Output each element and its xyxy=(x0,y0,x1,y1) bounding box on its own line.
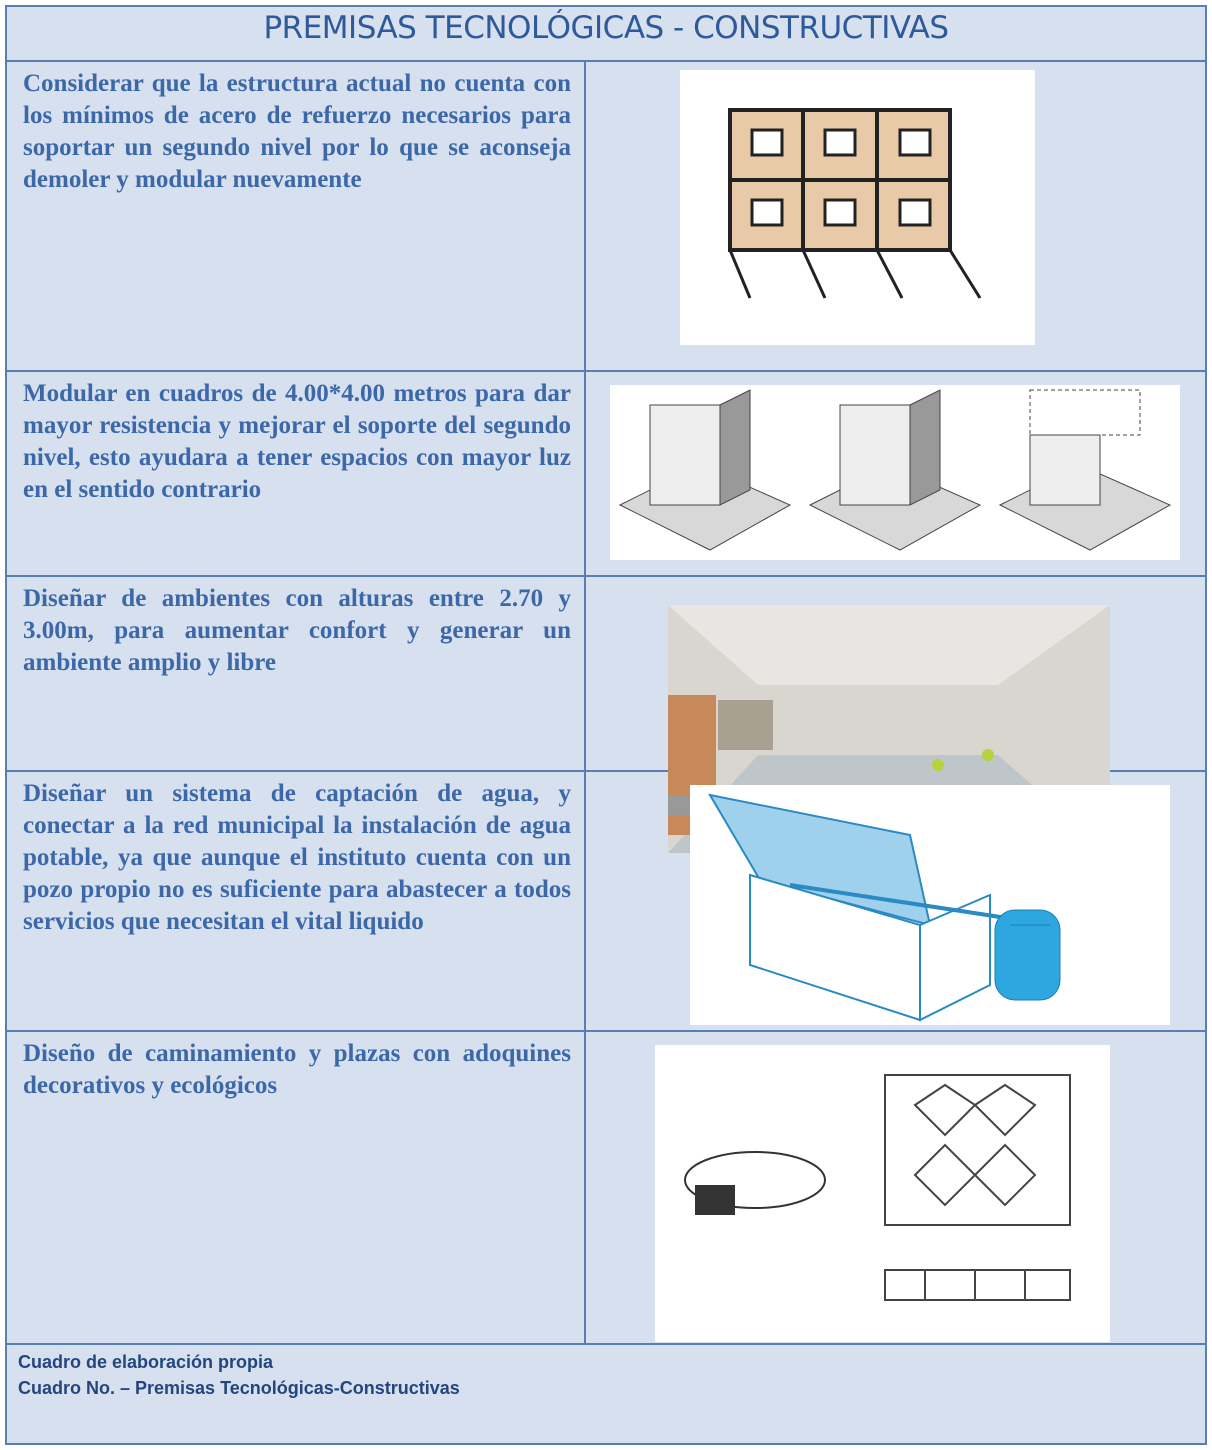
modules-illustration xyxy=(610,385,1180,560)
row-border xyxy=(5,770,1207,772)
water-system-illustration xyxy=(690,785,1170,1025)
column-border xyxy=(584,60,586,1344)
structure-illustration xyxy=(680,70,1035,345)
paver-illustration xyxy=(655,1045,1110,1342)
premise-text: Considerar que la estructura actual no c… xyxy=(23,70,571,193)
row-border xyxy=(5,60,1207,62)
premise-text: Diseño de caminamiento y plazas con adoq… xyxy=(23,1040,571,1099)
premise-text: Diseñar un sistema de captación de agua,… xyxy=(23,780,571,935)
footer-caption: Cuadro No. – Premisas Tecnológicas-Const… xyxy=(18,1378,460,1398)
row-border xyxy=(5,1030,1207,1032)
row-border xyxy=(5,1343,1207,1345)
premise-text: Diseñar de ambientes con alturas entre 2… xyxy=(23,585,571,676)
footer-source: Cuadro de elaboración propia xyxy=(18,1352,274,1372)
row-border xyxy=(5,575,1207,577)
premise-text: Modular en cuadros de 4.00*4.00 metros p… xyxy=(23,380,571,503)
row-border xyxy=(5,370,1207,372)
title: PREMISAS TECNOLÓGICAS - CONSTRUCTIVAS xyxy=(263,10,949,46)
